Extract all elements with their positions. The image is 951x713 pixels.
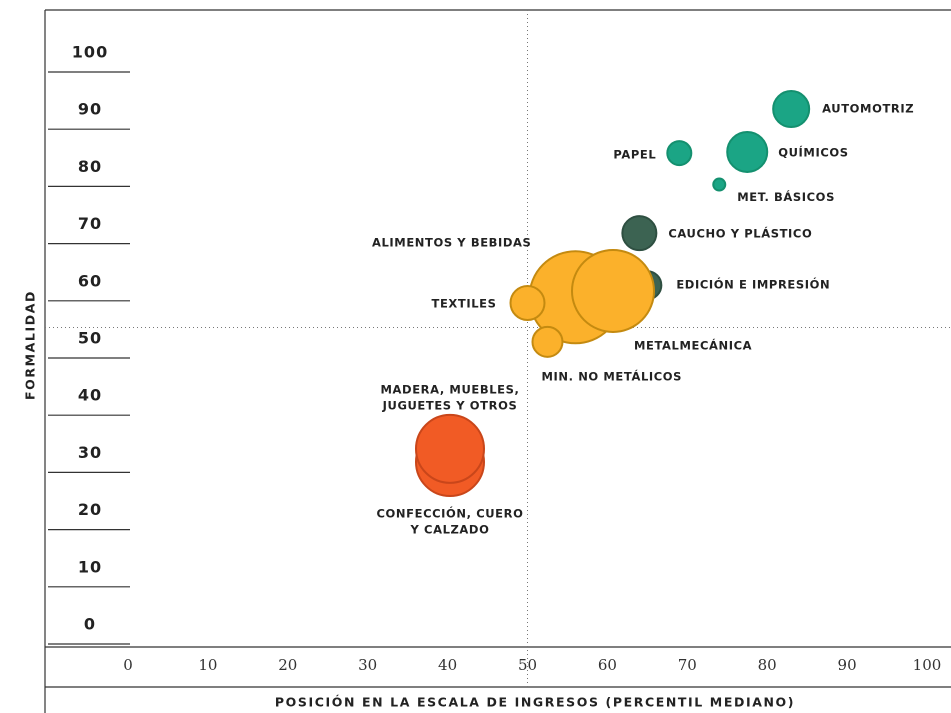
bubble-label: EDICIÓN E IMPRESIÓN <box>676 277 830 292</box>
y-tick-label: 20 <box>78 500 102 519</box>
y-tick-label: 60 <box>78 271 102 290</box>
bubble <box>509 284 546 321</box>
bubble-label: MADERA, MUEBLES, <box>381 382 520 396</box>
bubble-label: JUGUETES Y OTROS <box>382 398 518 412</box>
y-tick-label: 70 <box>78 214 102 233</box>
x-tick-label: 60 <box>598 656 617 674</box>
x-axis-title: POSICIÓN EN LA ESCALA DE INGRESOS (PERCE… <box>275 695 795 710</box>
bubble-label: Y CALZADO <box>410 522 490 536</box>
bubble <box>666 140 693 167</box>
y-axis-title: FORMALIDAD <box>23 290 38 400</box>
x-tick-label: 50 <box>518 656 537 674</box>
bubble-label: MET. BÁSICOS <box>737 189 835 204</box>
y-tick-label: 50 <box>78 329 102 348</box>
y-tick-label: 30 <box>78 443 102 462</box>
bubble-label: AUTOMOTRIZ <box>822 102 914 116</box>
x-tick-label: 70 <box>678 656 697 674</box>
bubble <box>712 177 727 192</box>
x-tick-label: 40 <box>438 656 457 674</box>
bubble-label: METALMECÁNICA <box>634 337 752 352</box>
x-tick-label: 90 <box>838 656 857 674</box>
bubble-label: QUÍMICOS <box>778 144 848 159</box>
x-tick-label: 0 <box>123 656 133 674</box>
x-tick-label: 10 <box>198 656 217 674</box>
bubble <box>570 248 655 333</box>
bubble <box>531 325 564 358</box>
x-tick-label: 20 <box>278 656 297 674</box>
y-tick-label: 100 <box>72 43 108 62</box>
bubble-label: MIN. NO METÁLICOS <box>541 368 682 383</box>
bubble-label: CONFECCIÓN, CUERO <box>377 505 524 520</box>
bubble-label: TEXTILES <box>432 296 497 310</box>
bubble-label: CAUCHO Y PLÁSTICO <box>668 226 812 241</box>
x-tick-label: 100 <box>913 656 942 674</box>
bubble <box>772 90 811 129</box>
bubble <box>726 130 769 173</box>
y-tick-label: 10 <box>78 557 102 576</box>
y-tick-label: 90 <box>78 100 102 119</box>
x-tick-label: 30 <box>358 656 377 674</box>
bubble-label: ALIMENTOS Y BEBIDAS <box>372 236 531 250</box>
bubble-label: PAPEL <box>613 148 656 162</box>
y-tick-label: 0 <box>84 615 96 634</box>
bubble <box>621 215 658 252</box>
y-tick-label: 40 <box>78 386 102 405</box>
x-tick-label: 80 <box>758 656 777 674</box>
bubble <box>414 413 485 484</box>
y-tick-label: 80 <box>78 157 102 176</box>
